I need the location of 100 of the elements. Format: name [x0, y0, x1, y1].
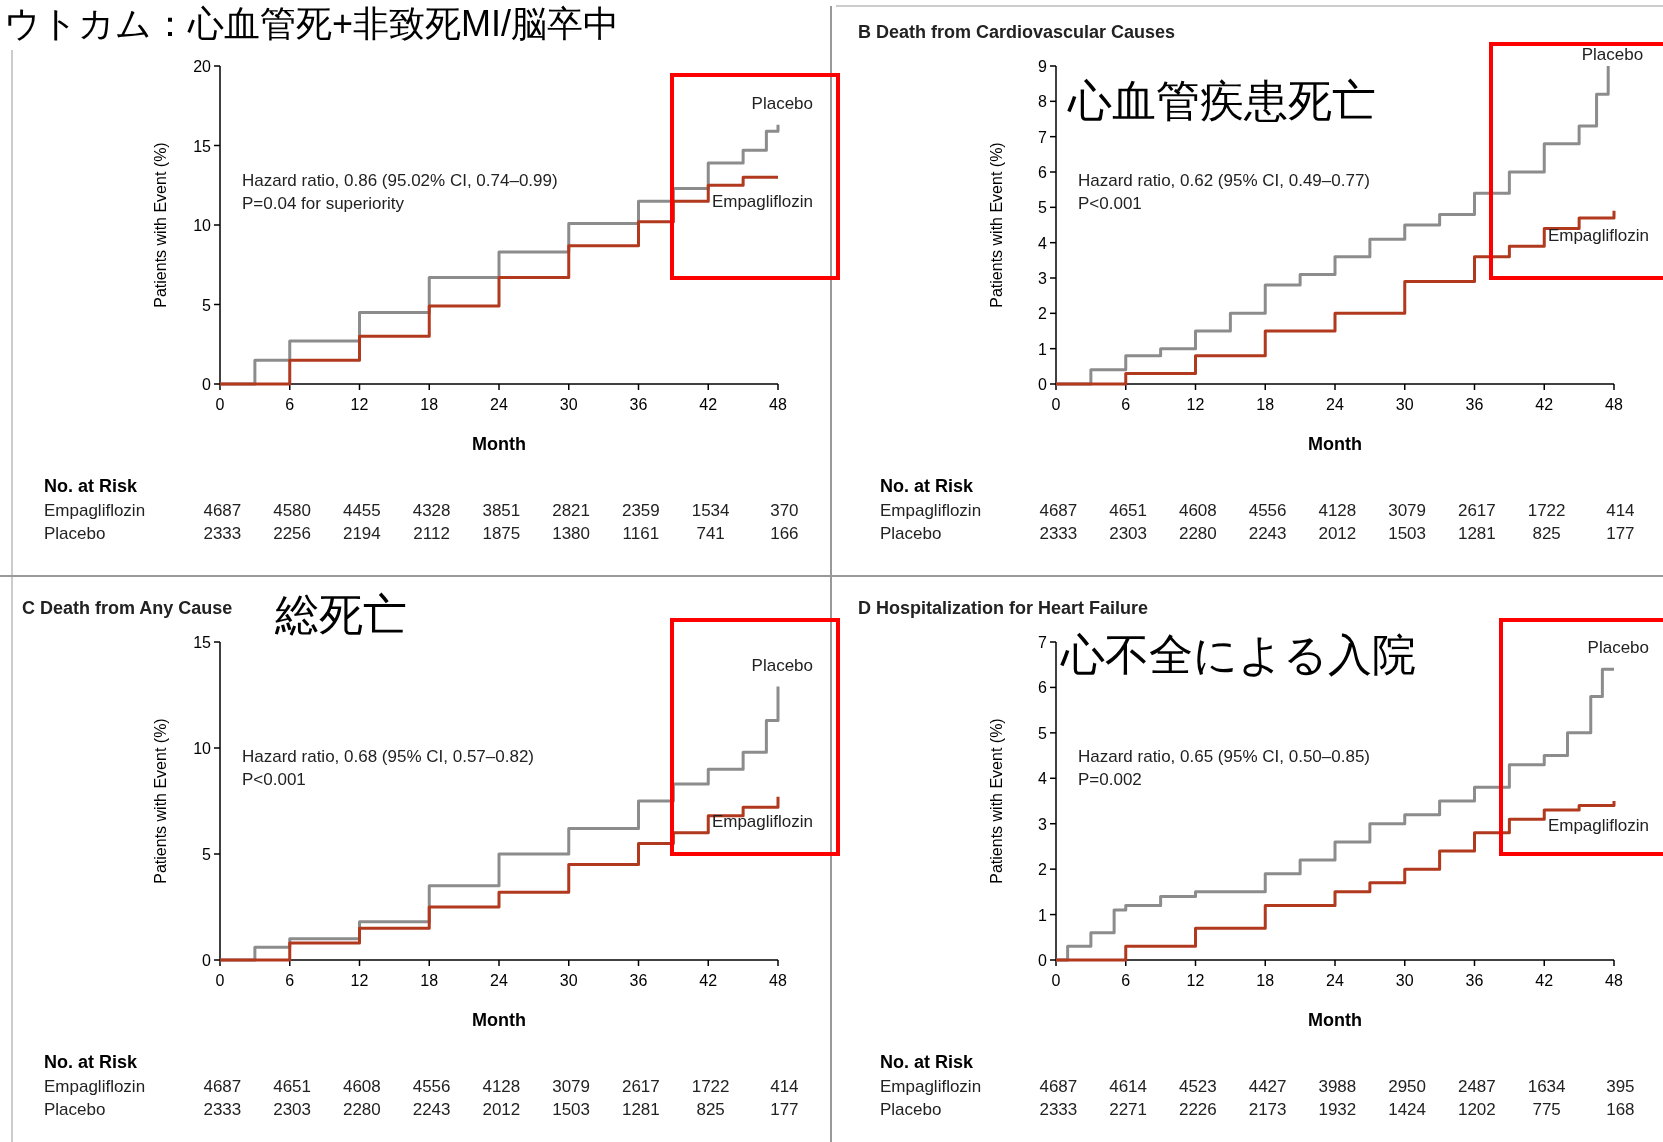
x-tick-label: 30	[559, 972, 578, 989]
x-tick-label: 42	[699, 972, 718, 989]
annotation: Hazard ratio, 0.65 (95% CI, 0.50–0.85)	[1078, 747, 1370, 766]
x-tick-label: 30	[559, 396, 578, 413]
y-tick-label: 6	[1038, 679, 1048, 697]
x-tick-label: 36	[1465, 972, 1484, 989]
annotation: Hazard ratio, 0.68 (95% CI, 0.57–0.82)	[242, 747, 534, 766]
y-tick-label: 0	[202, 376, 212, 393]
x-tick-label: 12	[350, 396, 369, 413]
y-tick-label: 0	[202, 952, 212, 969]
y-tick-label: 3	[1038, 270, 1048, 287]
y-tick-label: 7	[1038, 634, 1048, 651]
annotation: P=0.04 for superiority	[242, 194, 405, 213]
x-tick-label: 30	[1395, 396, 1414, 413]
x-tick-label: 36	[629, 396, 648, 413]
x-axis-title: Month	[472, 1010, 526, 1030]
y-tick-label: 9	[1038, 58, 1048, 75]
x-tick-label: 6	[1121, 972, 1131, 989]
x-tick-label: 36	[629, 972, 648, 989]
annotation: P=0.002	[1078, 770, 1142, 789]
text: Empagliflozin 4687 4651 4608 4556 4128 3079 2617 1722 414	[880, 501, 1635, 520]
y-tick-label: 10	[193, 217, 212, 234]
series-label: Placebo	[1581, 45, 1644, 64]
x-axis-title: Month	[1308, 434, 1362, 454]
text: Placebo 2333 2303 2280 2243 2012 1503 1281 825 177	[880, 524, 1635, 543]
x-tick-label: 12	[350, 972, 369, 989]
annotation: Hazard ratio, 0.62 (95% CI, 0.49–0.77)	[1078, 171, 1370, 190]
x-tick-label: 42	[1535, 396, 1554, 413]
y-tick-label: 4	[1038, 234, 1048, 252]
x-tick-label: 6	[1121, 396, 1131, 413]
x-tick-label: 42	[1535, 972, 1554, 989]
text: Placebo 2333 2256 2194 2112 1875 1380 1161 741 166	[44, 524, 799, 543]
x-tick-label: 18	[1256, 396, 1275, 413]
series-label: Placebo	[1587, 638, 1649, 658]
x-tick-label: 48	[1605, 396, 1623, 413]
text: Placebo 2333 2271 2226 2173 1932 1424 1202 775 168	[880, 1100, 1635, 1119]
x-tick-label: 24	[1326, 396, 1344, 413]
x-tick-label: 0	[215, 972, 225, 989]
series-label: Empagliflozin	[711, 192, 813, 212]
text: No. at Risk	[880, 1052, 975, 1072]
chart-title: ウトカム：心血管死+非致死MI/脳卒中	[4, 3, 620, 44]
y-tick-label: 7	[1038, 128, 1048, 146]
series-label: Empagliflozin	[1547, 816, 1649, 835]
x-tick-label: 0	[1051, 396, 1061, 413]
y-tick-label: 20	[193, 58, 212, 75]
x-tick-label: 18	[420, 972, 439, 989]
y-axis-title: Patients with Event (%)	[988, 718, 1005, 884]
x-tick-label: 0	[215, 396, 225, 413]
text: No. at Risk	[44, 476, 139, 496]
x-tick-label: 48	[1605, 972, 1623, 989]
x-tick-label: 18	[420, 396, 439, 413]
chart-title: C Death from Any Cause	[22, 598, 233, 618]
text: Empagliflozin 4687 4580 4455 4328 3851 2821 2359 1534 370	[44, 501, 799, 520]
x-tick-label: 24	[490, 396, 508, 413]
y-axis-title: Patients with Event (%)	[152, 142, 169, 308]
y-tick-label: 5	[202, 846, 212, 863]
series-label: Empagliflozin	[1547, 225, 1649, 245]
x-tick-label: 12	[1186, 396, 1205, 413]
y-tick-label: 10	[193, 740, 212, 757]
x-tick-label: 48	[769, 396, 787, 413]
y-tick-label: 15	[193, 137, 212, 155]
chart-subtitle: 総死亡	[274, 590, 407, 639]
y-tick-label: 1	[1038, 906, 1048, 924]
chart-title: D Hospitalization for Heart Failure	[858, 598, 1149, 618]
x-tick-label: 6	[285, 972, 295, 989]
annotation: Hazard ratio, 0.86 (95.02% CI, 0.74–0.99)	[242, 171, 558, 190]
x-tick-label: 0	[1051, 972, 1061, 989]
y-axis-title: Patients with Event (%)	[152, 718, 169, 884]
annotation: P<0.001	[242, 770, 306, 789]
text: Empagliflozin 4687 4651 4608 4556 4128 3079 2617 1722 414	[44, 1077, 799, 1096]
x-tick-label: 24	[1326, 972, 1344, 989]
x-axis-title: Month	[472, 434, 526, 454]
x-tick-label: 42	[699, 396, 718, 413]
x-tick-label: 36	[1465, 396, 1484, 413]
chart-title: B Death from Cardiovascular Causes	[858, 22, 1176, 42]
x-tick-label: 18	[1256, 972, 1275, 989]
series-label: Placebo	[751, 93, 813, 113]
x-tick-label: 24	[490, 972, 508, 989]
y-tick-label: 5	[1038, 199, 1048, 217]
y-tick-label: 5	[1038, 724, 1048, 742]
y-tick-label: 2	[1038, 861, 1048, 879]
y-tick-label: 8	[1038, 93, 1048, 111]
y-axis-title: Patients with Event (%)	[988, 142, 1005, 308]
chart-subtitle: 心不全による入院	[1060, 630, 1416, 679]
y-tick-label: 3	[1038, 815, 1048, 833]
x-axis-title: Month	[1308, 1010, 1362, 1030]
series-label: Placebo	[751, 655, 813, 675]
text: Placebo 2333 2303 2280 2243 2012 1503 1281 825 177	[44, 1100, 799, 1119]
y-tick-label: 0	[1038, 952, 1048, 969]
y-tick-label: 4	[1038, 770, 1048, 788]
series-label: Empagliflozin	[711, 811, 813, 831]
x-tick-label: 48	[769, 972, 787, 989]
x-tick-label: 30	[1395, 972, 1414, 989]
y-tick-label: 1	[1038, 340, 1048, 358]
text: Empagliflozin 4687 4614 4523 4427 3988 2950 2487 1634 395	[880, 1077, 1635, 1096]
y-tick-label: 5	[202, 296, 212, 314]
y-tick-label: 6	[1038, 164, 1048, 181]
x-tick-label: 6	[285, 396, 295, 413]
x-tick-label: 12	[1186, 972, 1205, 989]
annotation: P<0.001	[1078, 194, 1142, 213]
